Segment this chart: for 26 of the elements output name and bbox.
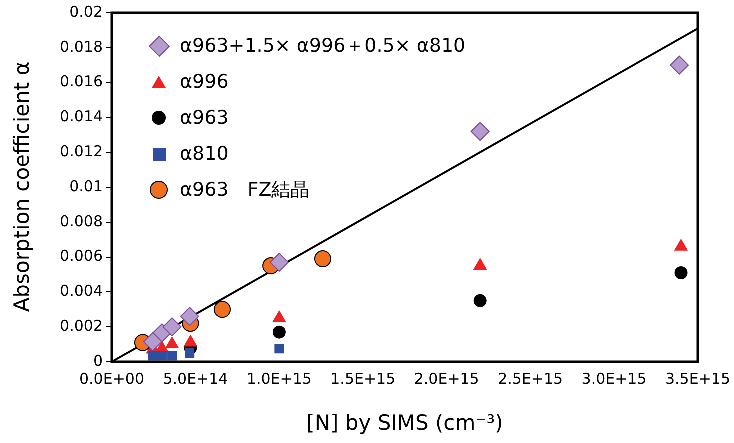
y-tick-label: 0.016 <box>60 72 103 91</box>
y-tick-label: 0.014 <box>60 108 103 126</box>
legend-label: α810 <box>180 143 229 165</box>
legend-label: α963+1.5× α996＋0.5× α810 <box>180 34 466 59</box>
y-tick-label: 0.008 <box>60 212 103 230</box>
y-tick-label: 0 <box>93 352 103 370</box>
legend-label: α963 <box>180 107 229 129</box>
y-tick-label: 0.02 <box>70 2 103 21</box>
x-tick-label: 3.5E+15 <box>666 370 730 388</box>
legend-label: α996 <box>180 71 229 93</box>
y-tick-label: 0.004 <box>60 282 103 300</box>
y-tick-label: 0.018 <box>60 38 103 56</box>
y-axis-title: Absorption coefficient α <box>10 62 34 312</box>
x-tick-label: 0.0E+00 <box>80 370 144 388</box>
x-tick-label: 3.0E+15 <box>582 370 647 388</box>
x-tick-label: 2.5E+15 <box>498 370 564 388</box>
y-tick-label: 0.01 <box>70 177 103 196</box>
x-tick-label: 5.0E+14 <box>163 370 228 388</box>
y-tick-label: 0.006 <box>60 247 103 266</box>
x-axis-title: [N] by SIMS (cm⁻³) <box>306 411 504 435</box>
legend-label: α963 FZ結晶 <box>180 178 310 203</box>
x-tick-label: 1.0E+15 <box>246 370 312 388</box>
x-tick-label: 1.5E+15 <box>330 370 396 388</box>
x-tick-label: 2.0E+15 <box>414 370 480 388</box>
y-tick-label: 0.002 <box>60 316 103 335</box>
y-tick-label: 0.012 <box>60 142 103 160</box>
